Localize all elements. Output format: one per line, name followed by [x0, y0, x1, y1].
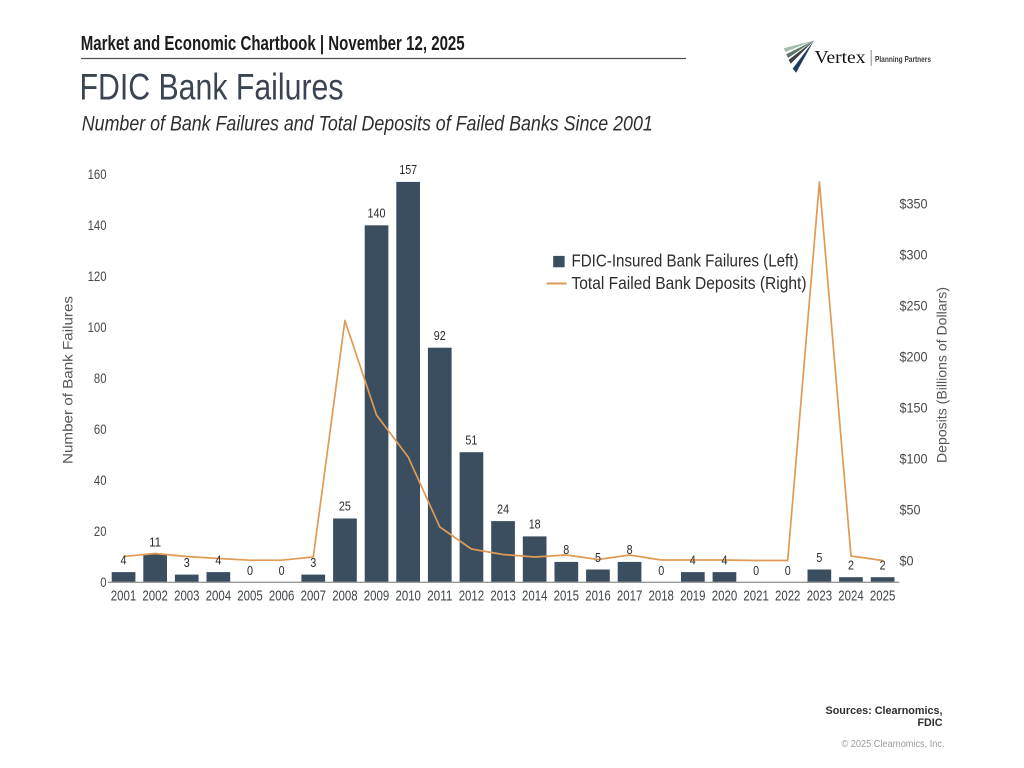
svg-text:2019: 2019 — [680, 588, 705, 604]
svg-text:24: 24 — [497, 502, 509, 516]
svg-text:0: 0 — [658, 564, 664, 578]
svg-text:© 2025 Clearnomics, Inc.: © 2025 Clearnomics, Inc. — [842, 738, 945, 750]
svg-text:2010: 2010 — [396, 588, 421, 604]
svg-text:Planning Partners: Planning Partners — [875, 55, 931, 64]
svg-text:40: 40 — [94, 472, 107, 488]
svg-text:2024: 2024 — [838, 588, 863, 604]
svg-text:0: 0 — [100, 574, 106, 590]
svg-text:$150: $150 — [900, 400, 928, 416]
svg-text:0: 0 — [247, 564, 253, 578]
svg-text:2008: 2008 — [332, 588, 357, 604]
svg-text:5: 5 — [816, 551, 822, 565]
svg-text:2004: 2004 — [206, 588, 231, 604]
svg-text:5: 5 — [595, 551, 601, 565]
svg-text:4: 4 — [722, 553, 728, 567]
svg-text:140: 140 — [368, 207, 386, 221]
svg-text:2: 2 — [880, 558, 886, 572]
svg-text:8: 8 — [627, 543, 633, 557]
svg-text:2013: 2013 — [490, 588, 515, 604]
svg-text:2015: 2015 — [554, 588, 579, 604]
svg-text:2020: 2020 — [712, 588, 737, 604]
svg-text:2018: 2018 — [649, 588, 674, 604]
svg-text:2009: 2009 — [364, 588, 389, 604]
svg-text:4: 4 — [121, 553, 127, 567]
svg-text:0: 0 — [279, 564, 285, 578]
svg-text:$200: $200 — [900, 349, 928, 365]
svg-text:3: 3 — [310, 556, 316, 570]
svg-text:2014: 2014 — [522, 588, 547, 604]
svg-text:51: 51 — [465, 433, 477, 447]
svg-text:20: 20 — [94, 523, 107, 539]
svg-text:$100: $100 — [900, 451, 928, 467]
svg-text:2023: 2023 — [807, 588, 832, 604]
svg-text:2003: 2003 — [174, 588, 199, 604]
svg-text:FDIC: FDIC — [918, 717, 943, 729]
svg-text:Market and Economic Chartbook: Market and Economic Chartbook | November… — [81, 33, 465, 55]
svg-text:Deposits (Billions of Dollars): Deposits (Billions of Dollars) — [935, 287, 950, 463]
svg-text:$0: $0 — [900, 553, 914, 569]
svg-text:Total Failed Bank Deposits (Ri: Total Failed Bank Deposits (Right) — [572, 273, 807, 293]
svg-text:4: 4 — [215, 553, 221, 567]
svg-text:4: 4 — [690, 553, 696, 567]
svg-text:$350: $350 — [900, 196, 928, 212]
svg-text:11: 11 — [149, 536, 161, 550]
svg-text:8: 8 — [563, 543, 569, 557]
svg-text:2001: 2001 — [111, 588, 136, 604]
svg-text:92: 92 — [434, 329, 446, 343]
svg-text:2021: 2021 — [743, 588, 768, 604]
svg-text:2016: 2016 — [585, 588, 610, 604]
svg-text:$300: $300 — [900, 247, 928, 263]
svg-text:160: 160 — [88, 166, 107, 182]
svg-text:2006: 2006 — [269, 588, 294, 604]
svg-text:2011: 2011 — [427, 588, 452, 604]
svg-text:120: 120 — [88, 268, 107, 284]
svg-text:2005: 2005 — [237, 588, 262, 604]
svg-text:25: 25 — [339, 500, 351, 514]
svg-text:2007: 2007 — [301, 588, 326, 604]
svg-text:80: 80 — [94, 370, 107, 386]
svg-text:Number of Bank Failures: Number of Bank Failures — [61, 296, 77, 464]
svg-text:140: 140 — [88, 217, 107, 233]
svg-text:Sources: Clearnomics,: Sources: Clearnomics, — [826, 705, 943, 717]
svg-text:0: 0 — [785, 564, 791, 578]
svg-text:157: 157 — [399, 163, 417, 177]
svg-text:2002: 2002 — [142, 588, 167, 604]
svg-text:2025: 2025 — [870, 588, 895, 604]
svg-text:2017: 2017 — [617, 588, 642, 604]
svg-text:3: 3 — [184, 556, 190, 570]
svg-text:FDIC-Insured Bank Failures (Le: FDIC-Insured Bank Failures (Left) — [572, 250, 799, 270]
svg-text:$50: $50 — [900, 502, 921, 518]
svg-text:Number of Bank Failures and To: Number of Bank Failures and Total Deposi… — [82, 112, 653, 136]
svg-text:0: 0 — [753, 564, 759, 578]
svg-text:2022: 2022 — [775, 588, 800, 604]
svg-text:$250: $250 — [900, 298, 928, 314]
svg-text:Vertex: Vertex — [815, 47, 866, 67]
svg-text:FDIC Bank Failures: FDIC Bank Failures — [80, 66, 344, 108]
svg-text:18: 18 — [529, 518, 541, 532]
svg-text:60: 60 — [94, 421, 107, 437]
svg-text:100: 100 — [88, 319, 107, 335]
svg-text:2012: 2012 — [459, 588, 484, 604]
svg-text:2: 2 — [848, 558, 854, 572]
